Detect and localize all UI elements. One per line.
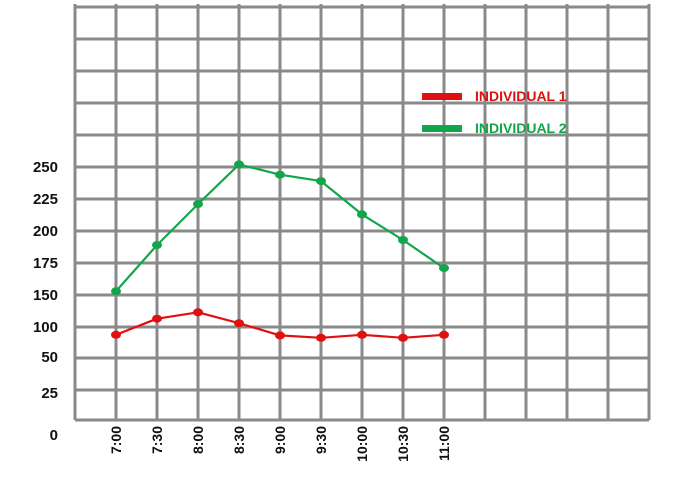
y-tick-label: 150	[33, 287, 58, 304]
y-tick-label: 225	[33, 191, 58, 208]
x-tick-label: 8:00	[190, 426, 206, 454]
legend-swatch-2	[422, 125, 462, 132]
x-tick-label: 8:30	[231, 426, 247, 454]
data-point-series-1	[193, 308, 203, 317]
x-axis-ticks: 7:00 7:30 8:00 8:30 9:00 9:30 10:00 10:30 11:00	[108, 426, 452, 462]
data-point-series-2	[275, 170, 285, 179]
y-tick-label: 200	[33, 223, 58, 240]
y-tick-label: 175	[33, 255, 58, 272]
data-point-series-2	[193, 200, 203, 209]
x-tick-label: 11:00	[436, 426, 452, 461]
data-point-series-1	[234, 319, 244, 328]
data-point-series-2	[439, 264, 449, 273]
data-point-series-2	[152, 241, 162, 250]
legend-label-2: INDIVIDUAL 2	[475, 120, 567, 136]
x-tick-label: 10:30	[395, 426, 411, 462]
x-tick-label: 9:30	[313, 426, 329, 454]
data-point-series-1	[398, 333, 408, 342]
data-point-series-1	[275, 331, 285, 340]
data-point-series-1	[439, 330, 449, 339]
x-tick-label: 9:00	[272, 426, 288, 454]
y-tick-label: 25	[41, 385, 58, 402]
legend: INDIVIDUAL 1 INDIVIDUAL 2	[422, 88, 567, 136]
x-tick-label: 7:00	[108, 426, 124, 454]
data-point-series-2	[316, 177, 326, 186]
data-point-series-1	[357, 330, 367, 339]
y-tick-label: 50	[41, 349, 58, 366]
data-point-series-2	[398, 236, 408, 244]
y-tick-label: 250	[33, 159, 58, 176]
x-tick-label: 10:00	[354, 426, 370, 462]
x-tick-label: 7:30	[149, 426, 165, 454]
data-point-series-2	[111, 287, 121, 296]
data-point-series-1	[111, 330, 121, 339]
data-point-series-1	[152, 314, 162, 323]
y-axis-ticks: 0 25 50 100 150 175 200 225 250	[33, 159, 58, 444]
y-tick-label: 0	[50, 427, 58, 444]
data-point-series-2	[234, 160, 244, 169]
grid	[73, 4, 651, 422]
series-lines	[111, 160, 449, 342]
data-point-series-2	[357, 210, 367, 219]
legend-swatch-1	[422, 93, 462, 100]
data-point-series-1	[316, 333, 326, 342]
legend-label-1: INDIVIDUAL 1	[475, 88, 567, 104]
y-tick-label: 100	[33, 319, 58, 336]
